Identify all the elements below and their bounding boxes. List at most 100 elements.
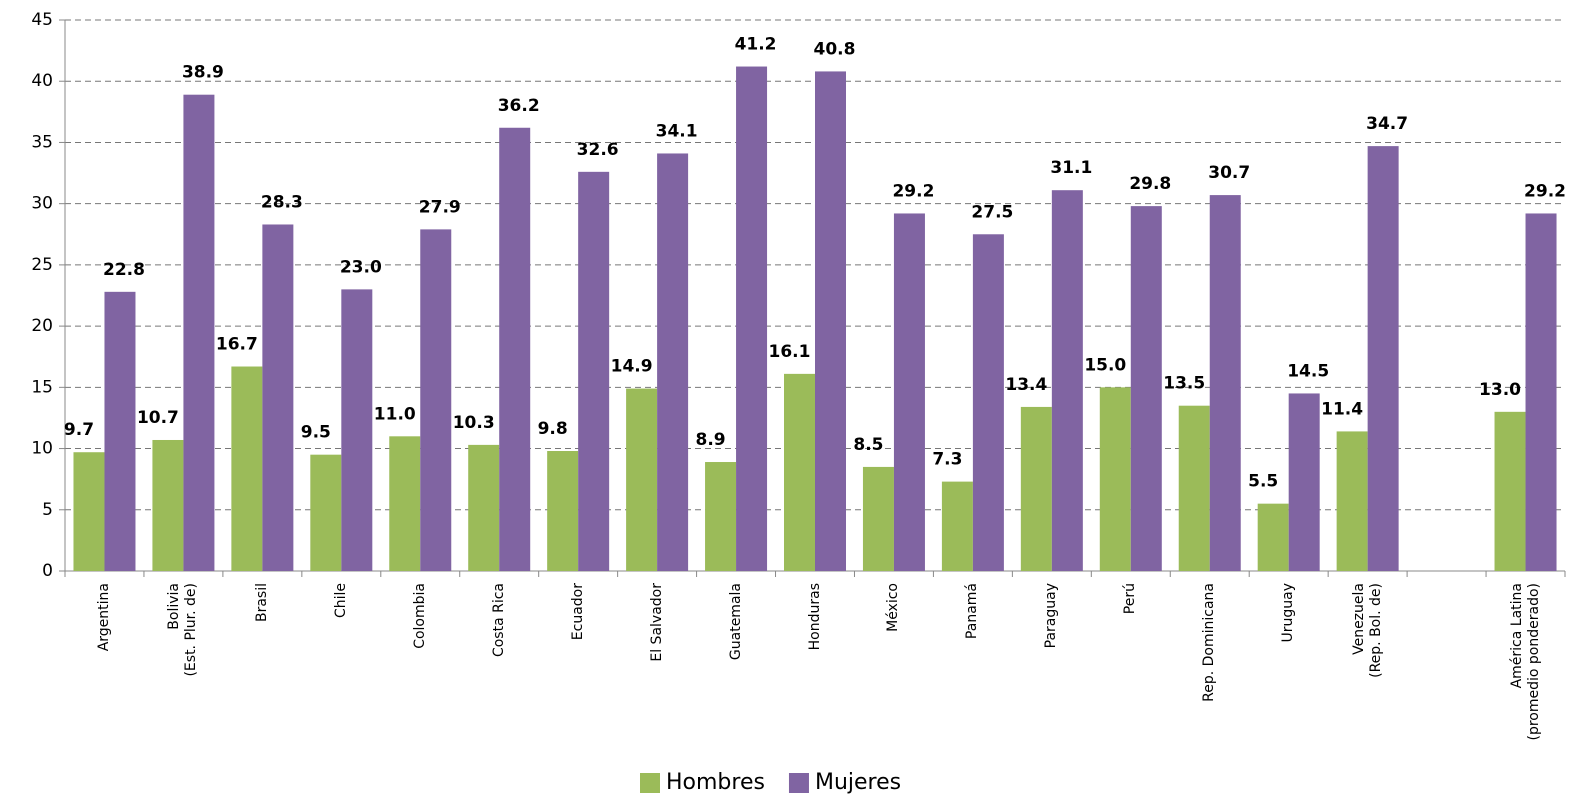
legend-label: Mujeres <box>815 770 901 795</box>
value-label: 9.8 <box>538 419 568 439</box>
value-label: 23.0 <box>340 257 382 277</box>
bar <box>1130 206 1162 572</box>
value-label: 38.9 <box>182 63 224 83</box>
y-tick-label: 30 <box>31 194 53 214</box>
bar <box>1209 195 1241 571</box>
bar <box>626 388 658 571</box>
y-tick-label: 40 <box>31 71 53 91</box>
value-label: 8.5 <box>853 435 883 455</box>
bar <box>1367 146 1399 571</box>
value-label: 29.2 <box>1524 181 1566 201</box>
bar <box>1257 503 1289 571</box>
value-label: 9.5 <box>301 423 331 443</box>
bar <box>941 481 973 571</box>
value-label: 14.5 <box>1287 361 1329 381</box>
value-label: 14.9 <box>611 357 653 377</box>
x-tick-label: Rep. Dominicana <box>1201 583 1218 702</box>
value-label: 34.7 <box>1366 114 1408 134</box>
bar <box>262 224 294 571</box>
bar <box>183 94 215 572</box>
legend-swatch <box>788 773 809 793</box>
bar <box>1336 431 1368 571</box>
bar <box>1051 190 1083 571</box>
x-tick-label: Honduras <box>806 583 823 651</box>
bar <box>1099 387 1131 571</box>
bar <box>341 289 373 571</box>
x-tick-label: Guatemala <box>727 583 744 661</box>
x-tick-label: El Salvador <box>648 583 665 662</box>
value-label: 15.0 <box>1084 355 1126 375</box>
bar <box>499 127 531 572</box>
bar <box>547 451 579 571</box>
x-tick-label: Panamá <box>964 583 981 640</box>
x-tick-label: Perú <box>1122 583 1139 615</box>
value-label: 36.2 <box>498 96 540 116</box>
bar <box>893 213 925 571</box>
bar <box>389 436 421 571</box>
value-label: 10.3 <box>453 413 495 433</box>
value-label: 13.0 <box>1479 380 1521 400</box>
x-tick-label: Costa Rica <box>490 583 507 658</box>
bar <box>420 229 452 571</box>
bar <box>705 462 737 571</box>
value-label: 22.8 <box>103 260 145 280</box>
value-label: 34.1 <box>656 121 698 141</box>
legend-label: Hombres <box>666 770 765 795</box>
y-tick-label: 45 <box>31 10 53 30</box>
value-label: 7.3 <box>932 450 962 470</box>
value-label: 41.2 <box>735 35 777 55</box>
value-label: 27.9 <box>419 197 461 217</box>
value-label: 30.7 <box>1208 163 1250 183</box>
y-tick-label: 10 <box>31 439 53 459</box>
value-label: 16.7 <box>216 335 258 355</box>
y-tick-label: 20 <box>31 316 53 336</box>
x-tick-label: Venezuela (Rep. Bol. de) <box>1350 583 1384 678</box>
bar <box>1288 393 1320 571</box>
value-label: 29.8 <box>1129 174 1171 194</box>
y-tick-label: 15 <box>31 377 53 397</box>
x-tick-label: Ecuador <box>569 583 586 641</box>
x-tick-label: Brasil <box>253 583 270 623</box>
bar <box>736 66 768 571</box>
value-label: 31.1 <box>1050 158 1092 178</box>
value-label: 40.8 <box>814 39 856 59</box>
bar <box>73 452 105 571</box>
x-tick-label: Bolivia (Est. Plur. de) <box>166 583 200 677</box>
bar <box>152 439 184 571</box>
value-label: 13.4 <box>1005 375 1047 395</box>
value-label: 27.5 <box>971 202 1013 222</box>
value-label: 5.5 <box>1248 472 1278 492</box>
value-label: 28.3 <box>261 192 303 212</box>
value-label: 11.0 <box>374 404 416 424</box>
value-label: 8.9 <box>695 430 725 450</box>
bar <box>972 234 1004 571</box>
bar <box>1020 406 1052 571</box>
value-label: 11.4 <box>1321 399 1363 419</box>
bar <box>862 466 894 571</box>
bar <box>310 454 342 571</box>
x-tick-label: Chile <box>332 583 349 619</box>
value-label: 16.1 <box>769 342 811 362</box>
value-label: 29.2 <box>892 181 934 201</box>
value-label: 13.5 <box>1163 374 1205 394</box>
value-label: 10.7 <box>137 408 179 428</box>
y-tick-label: 35 <box>31 132 53 152</box>
bar <box>815 71 846 571</box>
bar <box>104 291 136 571</box>
x-tick-label: Argentina <box>95 583 112 652</box>
y-tick-label: 25 <box>31 255 53 275</box>
bar <box>468 444 500 571</box>
bar <box>231 366 263 571</box>
bar <box>1178 405 1210 571</box>
bar <box>1525 213 1557 571</box>
value-label: 9.7 <box>64 420 94 440</box>
x-tick-label: Paraguay <box>1043 583 1060 649</box>
x-tick-label: Uruguay <box>1280 583 1297 643</box>
bar <box>578 171 610 571</box>
y-tick-label: 0 <box>42 561 53 581</box>
bar <box>657 153 689 571</box>
bar <box>784 373 815 571</box>
x-tick-label: América Latina (promedio ponderado) <box>1508 583 1542 741</box>
x-tick-label: Colombia <box>411 583 428 649</box>
